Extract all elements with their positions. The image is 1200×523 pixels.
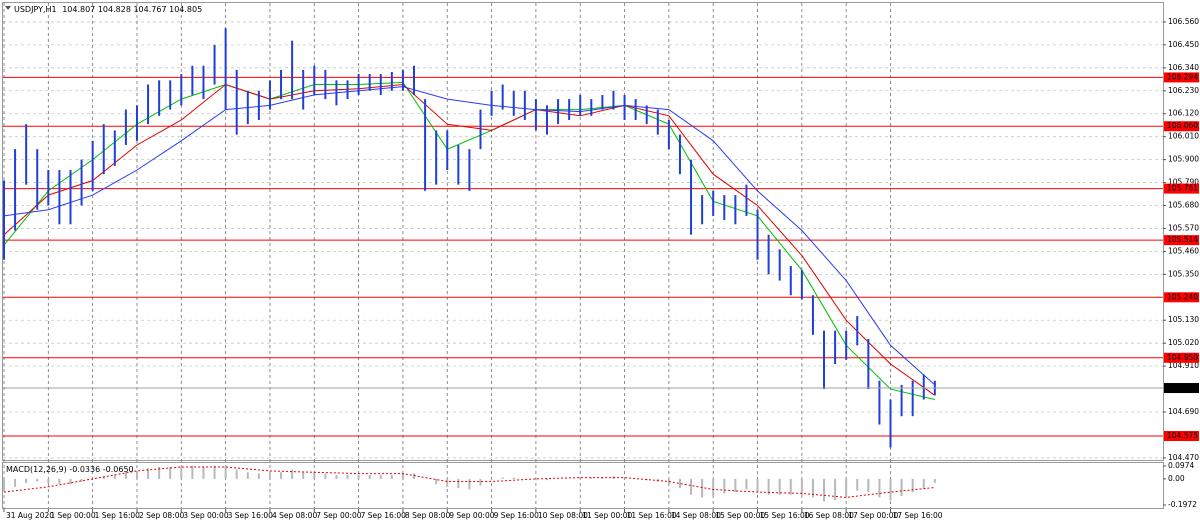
x-tick-label: 16 Sep 08:00 [804,511,854,520]
signal-line [3,466,935,498]
macd-signal-value: -0.0650 [103,465,134,474]
y-tick-label: 105.680 [1168,201,1199,210]
level-label-bg [1164,292,1199,303]
x-tick-label: 1 Sep 16:00 [95,511,141,520]
x-tick-label: 1 Sep 00:00 [50,511,96,520]
level-label-bg [1164,72,1199,83]
y-tick-label: 106.230 [1168,86,1199,95]
level-label: 104.950 [1167,353,1198,362]
price-window [2,2,1164,461]
x-tick-label: 2 Sep 08:00 [139,511,185,520]
y-tick-label: 0.00 [1168,474,1185,483]
macd-main-value: -0.0336 [69,465,100,474]
x-tick-label: 15 Sep 00:00 [715,511,765,520]
x-tick-label: 31 Aug 2020 [6,511,54,520]
x-tick-label: 4 Sep 08:00 [272,511,318,520]
y-tick-label: 105.460 [1168,246,1199,255]
level-label-bg [1164,431,1199,442]
x-tick-label: 9 Sep 16:00 [494,511,540,520]
y-tick-label: 104.470 [1168,453,1199,462]
grid [3,3,1163,508]
level-label: 104.575 [1167,431,1198,440]
level-label-bg [1164,352,1199,363]
axis: 106.560 106.450 106.340 106.230 106.120 106.0… [3,17,1199,520]
moving-average [3,83,936,396]
x-tick-label: 7 Sep 16:00 [361,511,407,520]
x-tick-label: 8 Sep 08:00 [405,511,451,520]
y-tick-label: 106.450 [1168,40,1199,49]
y-tick-label: 0.0974 [1168,461,1194,470]
level-label-bg [1164,121,1199,132]
y-tick-label: 106.560 [1168,17,1199,26]
moving-average [3,86,936,386]
y-tick-label: 104.910 [1168,361,1199,370]
y-tick-label: 104.690 [1168,407,1199,416]
level-label: 105.761 [1167,184,1198,193]
macd-title: MACD(12,26,9) [6,465,67,474]
level-label: 105.514 [1167,235,1198,244]
level-label: 106.294 [1167,72,1198,81]
x-tick-label: 17 Sep 00:00 [848,511,898,520]
symbol: USDJPY,H1 [14,5,57,14]
x-tick-label: 9 Sep 00:00 [449,511,495,520]
y-tick-label: 106.340 [1168,63,1199,72]
x-tick-label: 11 Sep 00:00 [582,511,632,520]
chart-header: USDJPY,H1 104.807 104.828 104.767 104.80… [14,5,202,14]
x-tick-label: 3 Sep 16:00 [228,511,274,520]
x-tick-label: 11 Sep 16:00 [627,511,677,520]
x-tick-label: 7 Sep 00:00 [316,511,362,520]
high-value: 104.828 [98,5,131,14]
current-price-bg [1164,383,1199,394]
open-value: 104.807 [62,5,95,14]
y-tick-label: 105.130 [1168,315,1199,324]
x-tick-label: 14 Sep 08:00 [671,511,721,520]
symbol-icon [5,6,11,10]
plot [3,28,1163,502]
level-label: 106.060 [1167,121,1198,130]
level-label-bg [1164,235,1199,246]
y-tick-label: 105.350 [1168,269,1199,278]
level-label: 105.240 [1167,292,1198,301]
x-tick-label: 10 Sep 08:00 [538,511,588,520]
close-value: 104.805 [169,5,202,14]
y-tick-label: -0.1972 [1168,500,1197,509]
y-tick-label: 106.010 [1168,132,1199,141]
x-tick-label: 3 Sep 00:00 [183,511,229,520]
y-tick-label: 105.020 [1168,338,1199,347]
level-label-bg [1164,183,1199,194]
y-tick-label: 106.120 [1168,109,1199,118]
x-tick-label: 15 Sep 16:00 [760,511,810,520]
current-price-label: 104.805 [1167,383,1198,392]
macd-window [2,462,1164,509]
y-tick-label: 105.900 [1168,155,1199,164]
macd-header: MACD(12,26,9) -0.0336 -0.0650 [6,465,134,474]
x-tick-label: 17 Sep 16:00 [893,511,943,520]
y-tick-label: 105.570 [1168,223,1199,232]
low-value: 104.767 [133,5,166,14]
y-tick-label: 105.790 [1168,178,1199,187]
